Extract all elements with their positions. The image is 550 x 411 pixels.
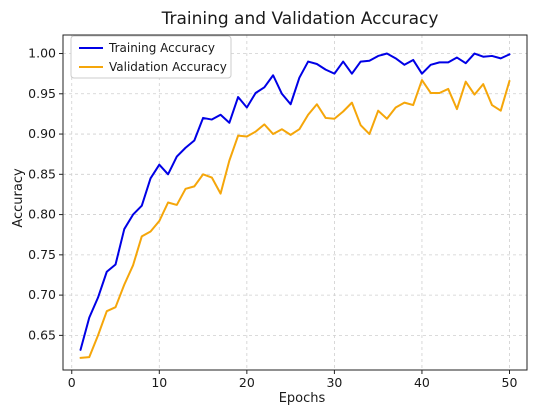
y-tick-label: 0.95 xyxy=(28,86,56,101)
x-tick-label: 20 xyxy=(239,375,255,390)
x-tick-label: 50 xyxy=(502,375,518,390)
x-axis-label: Epochs xyxy=(279,391,326,406)
y-tick-label: 0.85 xyxy=(28,166,56,181)
y-tick-label: 1.00 xyxy=(28,46,56,61)
legend-box xyxy=(70,35,232,79)
x-tick-label: 40 xyxy=(414,375,430,390)
grid-lines xyxy=(63,35,527,370)
axis-ticks: 0 10 20 30 40 50 0.65 0.70 0.75 0.80 0.85 0.90 0.95 1… xyxy=(28,46,517,390)
x-tick-label: 10 xyxy=(151,375,167,390)
y-tick-label: 0.80 xyxy=(28,207,56,222)
y-axis-label: Accuracy xyxy=(11,168,26,228)
x-tick-label: 0 xyxy=(68,375,76,390)
y-tick-label: 0.65 xyxy=(28,327,56,342)
legend-label-training: Training Accuracy xyxy=(108,41,215,55)
chart-title: Training and Validation Accuracy xyxy=(161,9,439,29)
plot-frame xyxy=(62,34,528,371)
legend-label-validation: Validation Accuracy xyxy=(109,60,227,74)
training-accuracy-line xyxy=(79,52,511,351)
y-tick-label: 0.70 xyxy=(28,287,56,302)
x-tick-label: 30 xyxy=(326,375,342,390)
validation-accuracy-line xyxy=(79,79,511,359)
legend: Training Accuracy Validation Accuracy xyxy=(70,35,232,79)
y-tick-label: 0.90 xyxy=(28,126,56,141)
series-lines xyxy=(79,52,511,359)
y-tick-label: 0.75 xyxy=(28,247,56,262)
